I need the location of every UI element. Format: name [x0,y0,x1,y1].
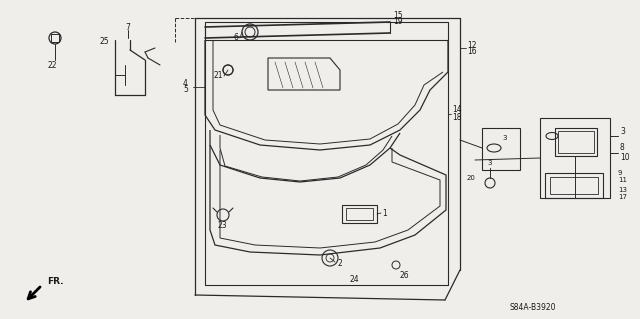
Text: 2: 2 [338,258,342,268]
Text: 14: 14 [452,106,461,115]
Text: 3: 3 [502,135,506,141]
Bar [555,128,597,156]
Text: 10: 10 [620,153,630,162]
Text: 3: 3 [620,128,625,137]
Text: 8: 8 [620,144,625,152]
Text: 6: 6 [233,33,238,42]
Text: 7: 7 [125,23,130,32]
Text: 23: 23 [217,220,227,229]
Text: 24: 24 [350,276,360,285]
Text: 17: 17 [618,194,627,200]
Text: 26: 26 [400,271,410,279]
Text: 20: 20 [467,175,476,181]
Text: 11: 11 [618,177,627,183]
Text: 16: 16 [467,48,477,56]
Text: 1: 1 [382,209,387,218]
Text: 22: 22 [48,61,58,70]
Text: 3: 3 [487,160,492,166]
Text: 13: 13 [618,187,627,193]
Text: 18: 18 [452,114,461,122]
Bar [550,177,598,194]
Bar [482,128,520,170]
Text: S84A-B3920: S84A-B3920 [510,303,557,313]
Bar [51,34,59,42]
Text: FR.: FR. [47,277,63,286]
Text: 4: 4 [183,78,188,87]
Text: 15: 15 [393,11,403,19]
Text: 25: 25 [100,38,109,47]
Bar [540,118,610,198]
Text: 12: 12 [467,41,477,49]
Text: 9: 9 [618,170,623,176]
Bar [558,131,594,153]
Bar [346,208,373,220]
Text: 5: 5 [183,85,188,94]
Bar [545,173,603,198]
Bar [342,205,377,223]
Text: 19: 19 [393,18,403,26]
Text: 21: 21 [213,71,223,80]
